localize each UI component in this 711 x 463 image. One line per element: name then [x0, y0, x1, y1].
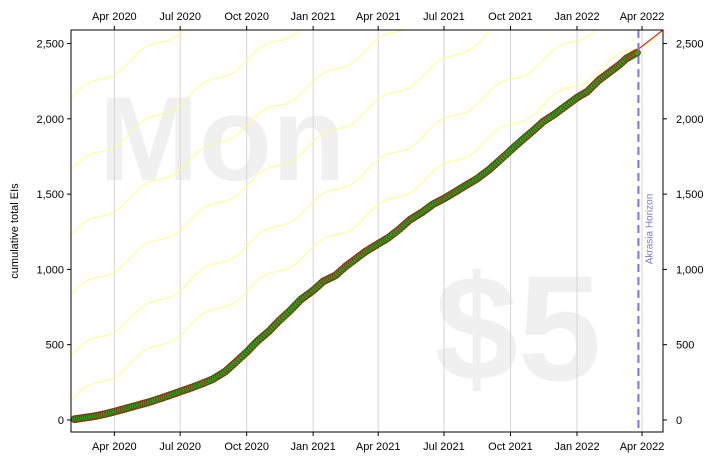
x-tick-label-top: Jan 2022 — [554, 11, 599, 23]
x-tick-label-top: Apr 2021 — [356, 11, 401, 23]
x-tick-label: Oct 2021 — [488, 441, 533, 453]
y-tick-label: 500 — [46, 340, 64, 352]
plot-frame — [70, 29, 664, 433]
x-tick-label: Apr 2022 — [620, 441, 665, 453]
x-tick-label-top: Oct 2021 — [488, 11, 533, 23]
y-tick-label-right: 0 — [676, 415, 682, 427]
x-tick-label: Jan 2022 — [554, 441, 599, 453]
y-tick-label: 2,500 — [36, 39, 64, 51]
x-tick-label-top: Jul 2020 — [159, 11, 201, 23]
goal-watermark: Mon — [99, 72, 346, 206]
x-tick-label-top: Apr 2022 — [620, 11, 665, 23]
x-axis-top: Apr 2020 Jul 2020 Oct 2020 Jan 2021 Apr 2021… — [92, 11, 664, 30]
y-tick-label: 0 — [58, 415, 64, 427]
reference-curve — [71, 30, 406, 236]
reference-curve — [71, 30, 597, 356]
plot-background — [71, 30, 663, 432]
y-tick-label: 1,500 — [36, 189, 64, 201]
reference-curve — [71, 30, 492, 296]
reference-curve — [71, 30, 185, 99]
x-tick-label-top: Apr 2020 — [92, 11, 137, 23]
x-tick-label: Jan 2021 — [291, 441, 336, 453]
x-tick-label: Jul 2020 — [159, 441, 201, 453]
y-tick-label-right: 2,000 — [676, 114, 704, 126]
y-tick-label-right: 2,500 — [676, 39, 704, 51]
y-tick-label: 1,000 — [36, 264, 64, 276]
y-tick-label-right: 1,500 — [676, 189, 704, 201]
y-axis-title: cumulative total EIs — [9, 183, 21, 279]
pledge-watermark: $5 — [435, 244, 602, 412]
reference-curves — [71, 30, 662, 401]
x-tick-label: Apr 2020 — [92, 441, 137, 453]
x-tick-label-top: Jan 2021 — [291, 11, 336, 23]
y-tick-label-right: 1,000 — [676, 264, 704, 276]
y-tick-label: 2,000 — [36, 114, 64, 126]
akrasia-horizon-marker: Akrasia Horizon — [637, 30, 655, 432]
trend-line — [625, 30, 663, 60]
x-tick-label: Jul 2021 — [423, 441, 465, 453]
x-tick-label-top: Jul 2021 — [423, 11, 465, 23]
horizon-label: Akrasia Horizon — [644, 194, 655, 265]
x-tick-label: Apr 2021 — [356, 441, 401, 453]
x-tick-label: Oct 2020 — [224, 441, 269, 453]
reference-curve — [71, 30, 301, 171]
x-tick-label-top: Oct 2020 — [224, 11, 269, 23]
y-axis-left: 0 500 1,000 1,500 2,000 2,500 — [36, 39, 71, 427]
x-axis-bottom: Apr 2020 Jul 2020 Oct 2020 Jan 2021 Apr 2021… — [92, 432, 664, 453]
y-tick-label-right: 500 — [676, 340, 694, 352]
y-axis-right: 0 500 1,000 1,500 2,000 2,500 — [663, 39, 704, 427]
data-series — [71, 30, 663, 424]
reference-curve — [71, 31, 662, 401]
